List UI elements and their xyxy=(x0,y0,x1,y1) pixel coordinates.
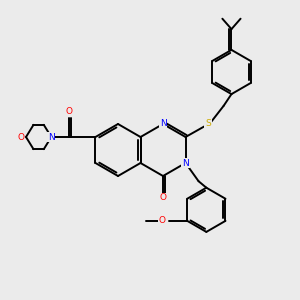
Text: S: S xyxy=(205,119,211,128)
Text: O: O xyxy=(158,216,165,225)
Text: O: O xyxy=(17,133,25,142)
Text: N: N xyxy=(160,119,167,128)
Text: O: O xyxy=(160,194,167,202)
Text: N: N xyxy=(182,158,189,167)
Text: N: N xyxy=(48,133,55,142)
Text: O: O xyxy=(66,107,73,116)
